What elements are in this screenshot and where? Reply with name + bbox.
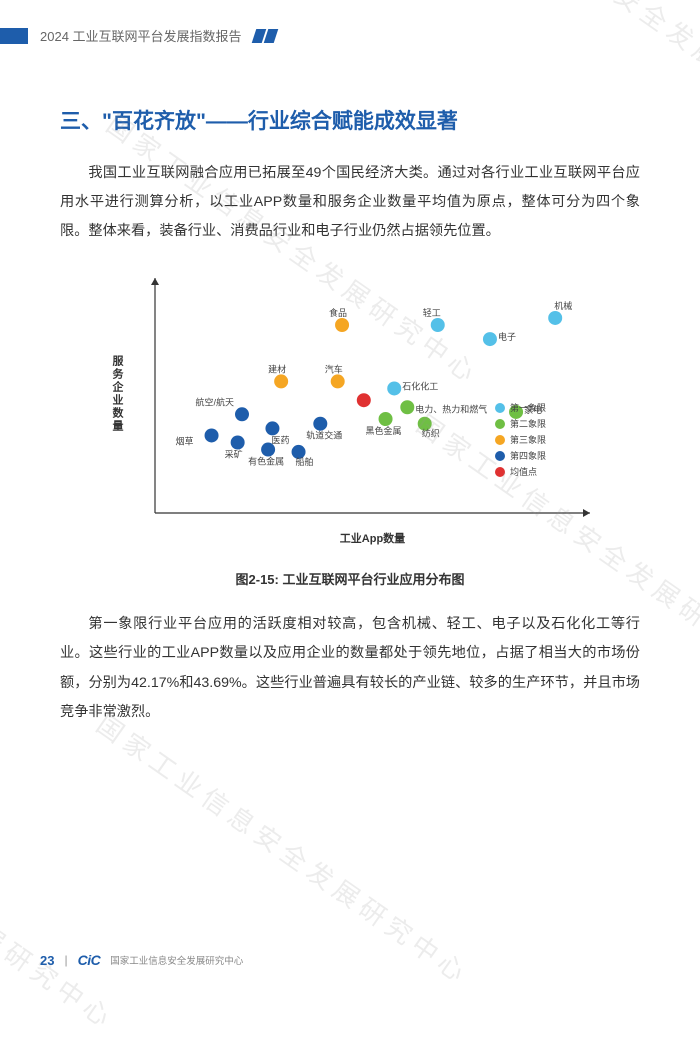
page-content: 三、"百花齐放"——行业综合赋能成效显著 我国工业互联网融合应用已拓展至49个国… [0,45,700,727]
watermark: 国家工业信息安全发展研究中心 [90,705,478,992]
svg-text:轨道交通: 轨道交通 [306,430,342,441]
svg-text:第三象限: 第三象限 [510,434,546,445]
header-flags-icon [254,29,276,43]
svg-text:第二象限: 第二象限 [510,418,546,429]
svg-text:建材: 建材 [268,364,286,375]
svg-text:电子: 电子 [498,331,516,342]
svg-text:机械: 机械 [554,300,572,311]
footer-logo: CiC [78,952,101,968]
section-heading: 三、"百花齐放"——行业综合赋能成效显著 [60,105,640,135]
chart-svg: 工业App数量服务企业数量机械轻工电子石化化工食品汽车建材电力、热力和燃气家电黑… [100,268,600,548]
header-title: 2024 工业互联网平台发展指数报告 [40,26,242,45]
svg-text:服务企业数量: 服务企业数量 [112,355,125,433]
svg-text:烟草: 烟草 [176,436,194,447]
header-accent-bar [0,28,28,44]
footer-separator: | [64,953,67,967]
paragraph-1: 我国工业互联网融合应用已拓展至49个国民经济大类。通过对各行业工业互联网平台应用… [60,159,640,246]
svg-text:石化化工: 石化化工 [402,381,438,392]
svg-text:均值点: 均值点 [510,466,537,477]
svg-text:工业App数量: 工业App数量 [340,531,405,545]
svg-text:汽车: 汽车 [325,364,343,375]
svg-text:有色金属: 有色金属 [248,456,284,467]
scatter-chart: 工业App数量服务企业数量机械轻工电子石化化工食品汽车建材电力、热力和燃气家电黑… [100,268,600,553]
page-footer: 23 | CiC 国家工业信息安全发展研究中心 [40,952,243,968]
svg-text:医药: 医药 [271,436,289,446]
svg-text:船舶: 船舶 [296,456,314,467]
svg-text:纺织: 纺织 [422,428,440,439]
paragraph-2: 第一象限行业平台应用的活跃度相对较高，包含机械、轻工、电子以及石化化工等行业。这… [60,610,640,726]
svg-text:第一象限: 第一象限 [510,402,546,413]
page-header: 2024 工业互联网平台发展指数报告 [0,0,700,45]
page-number: 23 [40,953,54,968]
svg-text:轻工: 轻工 [423,307,441,318]
svg-text:食品: 食品 [329,307,347,318]
watermark: 安全发展研究中心 [0,860,123,1037]
chart-caption: 图2-15: 工业互联网平台行业应用分布图 [60,569,640,588]
svg-text:第四象限: 第四象限 [510,450,546,461]
svg-text:电力、热力和燃气: 电力、热力和燃气 [415,404,487,415]
svg-text:采矿: 采矿 [225,449,243,460]
svg-text:航空/航天: 航空/航天 [195,397,234,408]
svg-text:黑色金属: 黑色金属 [366,425,402,436]
footer-org: 国家工业信息安全发展研究中心 [110,953,243,967]
